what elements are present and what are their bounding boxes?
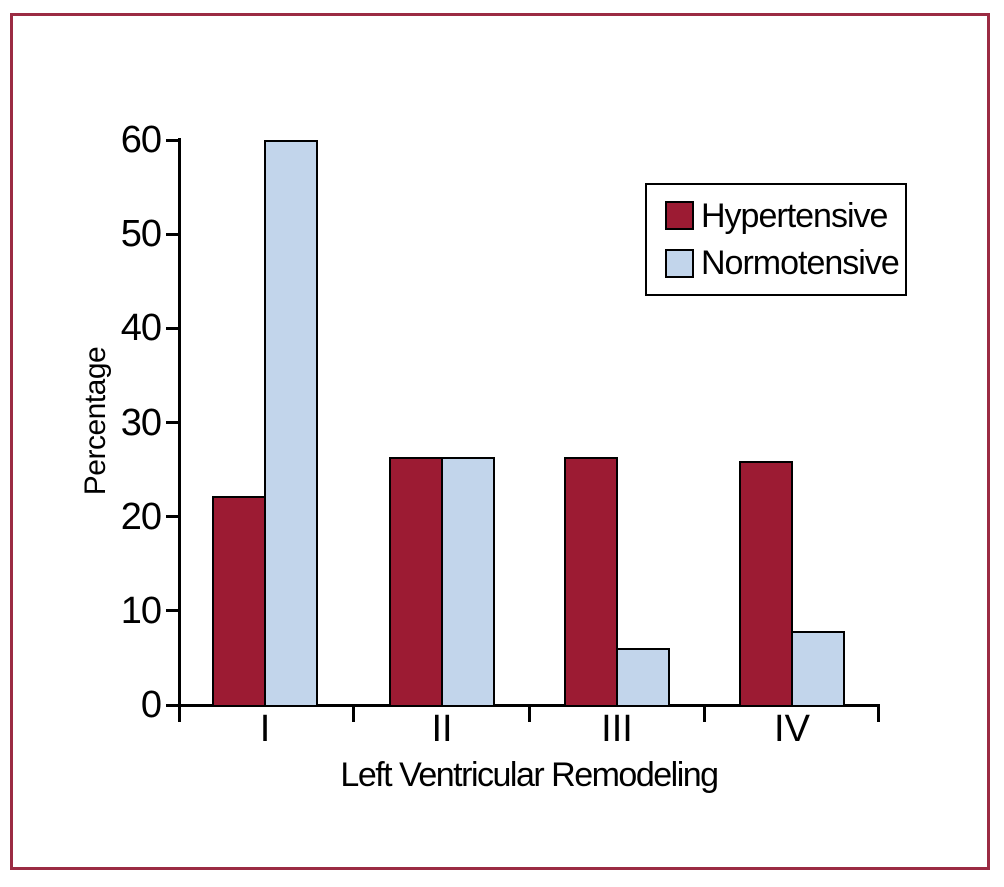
x-tick-mark [528, 707, 531, 722]
y-tick-mark [166, 704, 180, 707]
y-tick-label: 50 [120, 213, 162, 255]
bar-hypertensive-II [389, 457, 443, 705]
y-tick-mark [166, 233, 180, 236]
legend-label-normotensive: Normotensive [701, 244, 900, 283]
y-tick-label: 20 [120, 496, 162, 538]
x-axis-title: Left Ventricular Remodeling [340, 756, 719, 794]
x-tick-mark [703, 707, 706, 722]
legend-swatch-hypertensive [665, 201, 694, 231]
legend-item-normotensive: Normotensive [665, 246, 905, 280]
y-axis-line [178, 138, 181, 722]
y-tick-mark [166, 327, 180, 330]
bar-normotensive-IV [791, 631, 845, 705]
y-tick-label: 60 [120, 119, 162, 161]
y-tick-mark [166, 139, 180, 142]
bar-normotensive-I [264, 140, 318, 705]
x-tick-mark [352, 707, 355, 722]
y-tick-label: 0 [140, 684, 162, 726]
bar-normotensive-II [441, 457, 495, 705]
x-category-label-II: II [431, 708, 453, 750]
y-tick-mark [166, 609, 180, 612]
x-tick-mark [877, 707, 880, 722]
bar-hypertensive-III [564, 457, 618, 705]
x-category-label-III: III [601, 708, 633, 750]
y-tick-label: 30 [120, 402, 162, 444]
bar-normotensive-III [616, 648, 670, 705]
bar-hypertensive-I [212, 496, 266, 705]
x-axis-line [178, 704, 880, 707]
y-tick-mark [166, 515, 180, 518]
bar-hypertensive-IV [739, 461, 793, 705]
x-category-label-I: I [259, 708, 271, 750]
y-tick-mark [166, 421, 180, 424]
y-tick-label: 10 [120, 590, 162, 632]
legend: Hypertensive Normotensive [645, 183, 907, 296]
y-tick-label: 40 [120, 307, 162, 349]
x-category-label-IV: IV [774, 708, 810, 750]
legend-label-hypertensive: Hypertensive [701, 196, 888, 235]
legend-swatch-normotensive [665, 248, 694, 278]
legend-item-hypertensive: Hypertensive [665, 199, 905, 233]
